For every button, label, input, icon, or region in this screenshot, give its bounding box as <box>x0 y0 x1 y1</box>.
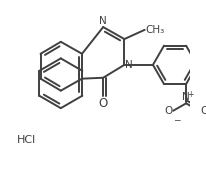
Text: O: O <box>98 97 108 110</box>
Text: N: N <box>99 16 107 26</box>
Text: N: N <box>125 60 133 70</box>
Text: N: N <box>182 92 190 102</box>
Text: O: O <box>200 106 206 116</box>
Text: −: − <box>173 115 181 124</box>
Text: +: + <box>187 90 194 99</box>
Text: CH₃: CH₃ <box>146 25 165 35</box>
Text: HCl: HCl <box>17 135 36 145</box>
Text: O: O <box>164 106 172 116</box>
